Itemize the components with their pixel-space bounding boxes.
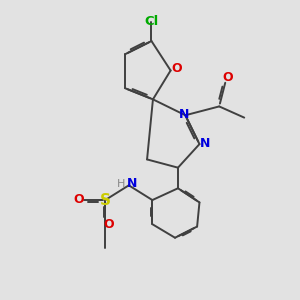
Text: S: S xyxy=(100,193,111,208)
Text: H: H xyxy=(117,179,126,189)
Text: N: N xyxy=(179,108,189,121)
Text: N: N xyxy=(127,177,137,190)
Text: O: O xyxy=(74,193,84,206)
Text: Cl: Cl xyxy=(144,15,159,28)
Text: N: N xyxy=(200,137,210,150)
Text: O: O xyxy=(222,71,233,84)
Text: O: O xyxy=(103,218,114,231)
Text: O: O xyxy=(172,61,182,75)
